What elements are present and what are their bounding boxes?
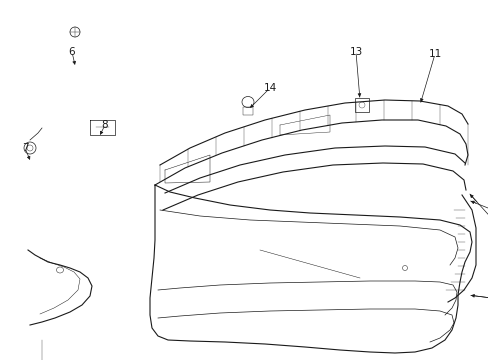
Text: 11: 11 (427, 49, 441, 59)
Text: 6: 6 (68, 47, 75, 57)
Bar (354, 98, 368, 112)
Text: 7: 7 (21, 143, 28, 153)
Text: 14: 14 (263, 83, 276, 93)
Bar (243, 107, 252, 115)
Text: 13: 13 (348, 47, 362, 57)
Text: 8: 8 (102, 120, 108, 130)
